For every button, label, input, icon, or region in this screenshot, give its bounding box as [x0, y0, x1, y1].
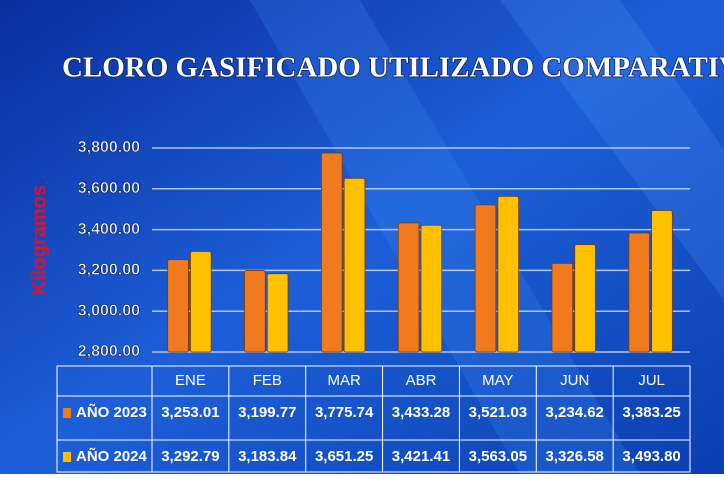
bar — [629, 233, 650, 352]
data-label: 3,183.84 — [238, 448, 297, 465]
x-tick-label: JUN — [560, 372, 589, 389]
bar — [475, 205, 496, 352]
bar — [344, 178, 365, 352]
bar — [498, 196, 519, 352]
data-label: 3,234.62 — [546, 404, 604, 421]
y-tick-label: 3,400.00 — [78, 221, 140, 238]
data-label: 3,521.03 — [469, 404, 527, 421]
data-label: 3,775.74 — [315, 404, 374, 421]
data-label: 3,563.05 — [469, 448, 527, 465]
data-label: 3,651.25 — [315, 448, 373, 465]
bar — [321, 153, 342, 352]
data-label: 3,199.77 — [238, 404, 296, 421]
y-tick-label: 3,200.00 — [78, 262, 140, 279]
bar — [652, 210, 673, 352]
bar — [267, 274, 288, 352]
bar — [421, 225, 442, 352]
x-tick-label: FEB — [253, 372, 282, 389]
bar — [552, 263, 573, 352]
legend-swatch — [63, 408, 71, 418]
y-tick-label: 2,800.00 — [78, 343, 140, 360]
y-tick-label: 3,000.00 — [78, 302, 140, 319]
y-axis-label: Kilogramos — [28, 185, 50, 295]
bar — [398, 223, 419, 352]
x-tick-label: ENE — [175, 372, 206, 389]
data-label: 3,421.41 — [392, 448, 450, 465]
y-tick-label: 3,600.00 — [78, 180, 140, 197]
data-label: 3,433.28 — [392, 404, 450, 421]
data-label: 3,253.01 — [161, 404, 219, 421]
chart: CLORO GASIFICADO UTILIZADO COMPARATIVO K… — [0, 0, 724, 474]
legend-label: AÑO 2024 — [76, 447, 148, 465]
chart-title: CLORO GASIFICADO UTILIZADO COMPARATIVO — [62, 52, 724, 84]
legend-label: AÑO 2023 — [76, 403, 147, 421]
y-tick-label: 3,800.00 — [78, 139, 140, 156]
data-label: 3,292.79 — [161, 448, 219, 465]
bar — [168, 260, 189, 352]
data-label: 3,383.25 — [622, 404, 680, 421]
x-tick-label: ABR — [406, 372, 437, 389]
x-tick-label: MAY — [482, 372, 513, 389]
data-label: 3,493.80 — [622, 448, 680, 465]
x-tick-label: JUL — [638, 372, 665, 389]
bar — [575, 245, 596, 352]
x-tick-label: MAR — [327, 372, 361, 389]
data-label: 3,326.58 — [546, 448, 604, 465]
bar — [190, 251, 211, 352]
legend-swatch — [63, 452, 71, 462]
bar — [245, 270, 266, 352]
